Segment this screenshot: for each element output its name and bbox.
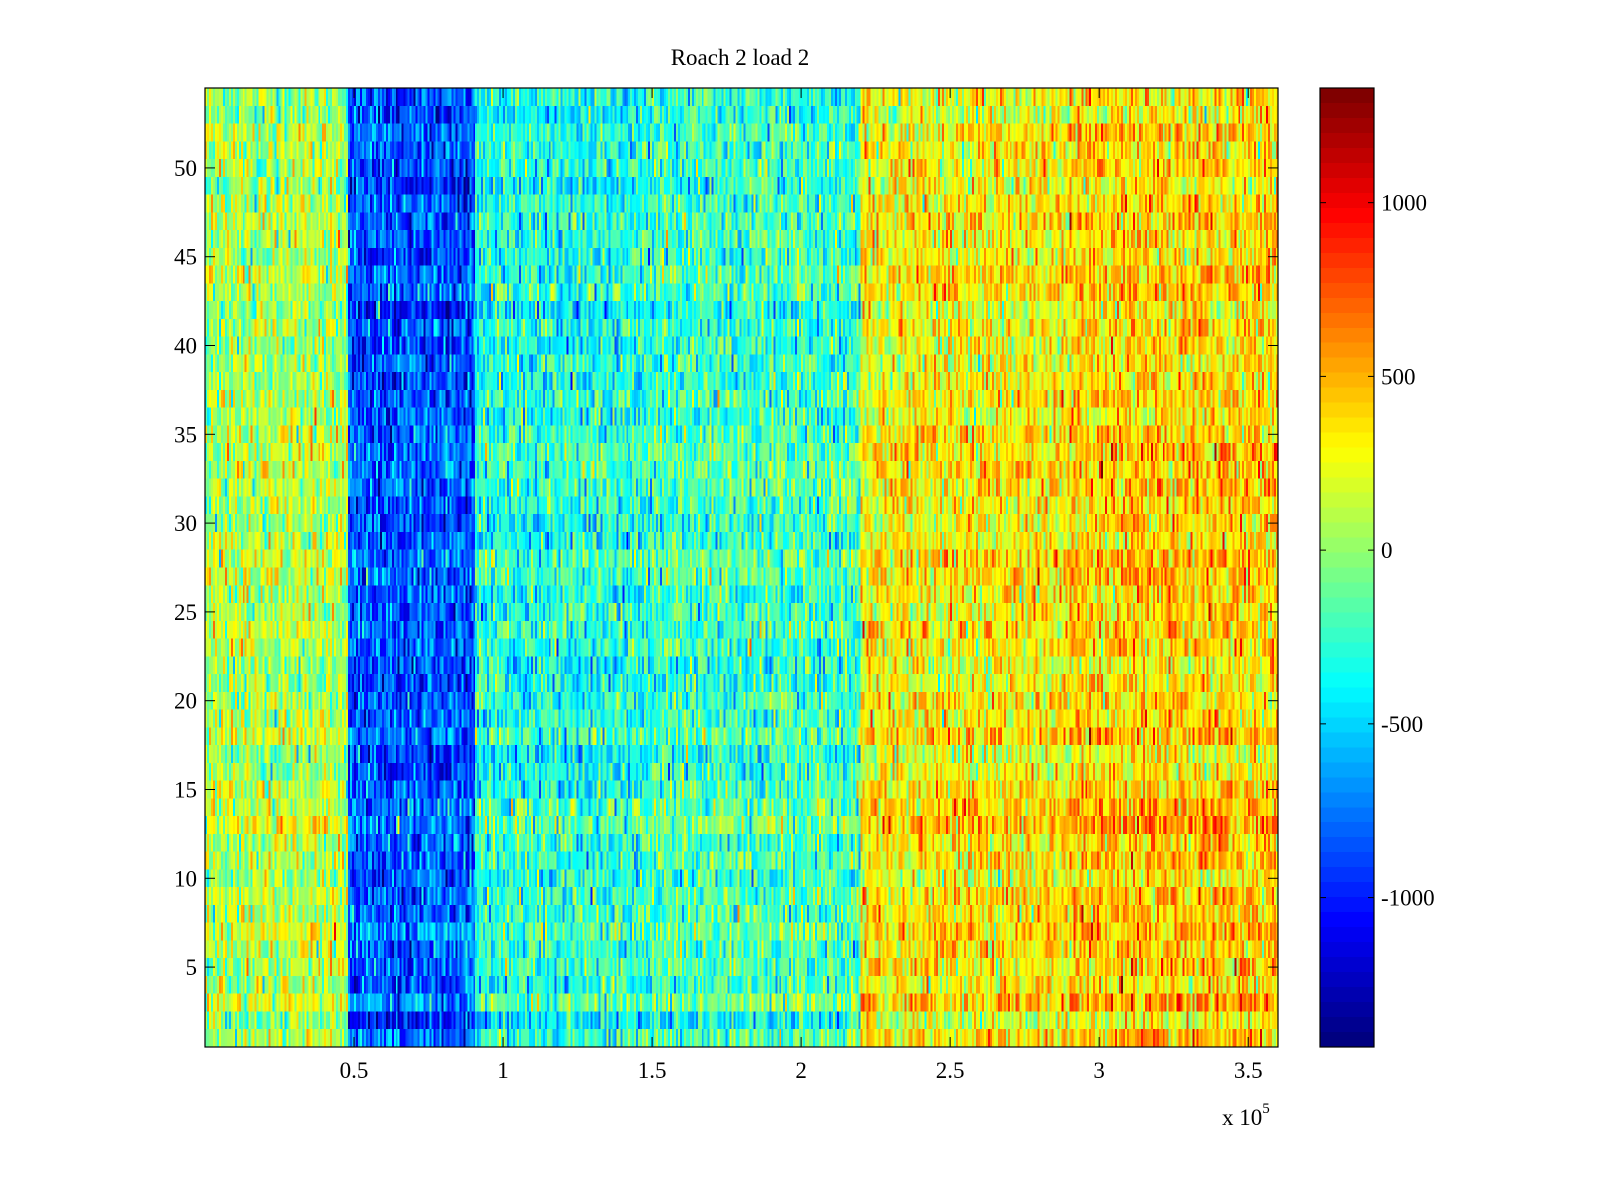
heatmap-image (205, 88, 1278, 1047)
chart-title: Roach 2 load 2 (671, 45, 810, 70)
y-tick-label: 50 (174, 156, 197, 181)
x-tick-label: 1 (497, 1058, 509, 1083)
y-tick-label: 30 (174, 511, 197, 536)
y-tick-label: 10 (174, 866, 197, 891)
colorbar-tick-label: 0 (1381, 538, 1393, 563)
colorbar-frame (1319, 87, 1375, 1048)
colorbar-axis: -1000 -500 0 500 1000 (1320, 191, 1435, 911)
colorbar (1320, 88, 1374, 1047)
y-tick-label: 40 (174, 334, 197, 359)
y-tick-label: 15 (174, 777, 197, 802)
y-axis: 5 10 15 20 25 30 35 40 45 50 (174, 156, 1278, 980)
x-tick-label: 2.5 (936, 1058, 965, 1083)
colorbar-tick-label: -1000 (1381, 886, 1435, 911)
x-axis: 0.5 1 1.5 2 2.5 3 3.5 (340, 88, 1263, 1083)
x-tick-label: 2 (795, 1058, 807, 1083)
plot-frame (204, 87, 1279, 1048)
colorbar-tick-label: -500 (1381, 712, 1423, 737)
colorbar-tick-label: 1000 (1381, 191, 1427, 216)
y-tick-label: 25 (174, 600, 197, 625)
y-tick-label: 20 (174, 689, 197, 714)
colorbar-tick-label: 500 (1381, 364, 1416, 389)
x-tick-label: 3.5 (1234, 1058, 1263, 1083)
x-tick-label: 1.5 (638, 1058, 667, 1083)
x-exponent-label: x 105 (1222, 1101, 1270, 1130)
y-tick-label: 5 (186, 955, 198, 980)
y-tick-label: 35 (174, 422, 197, 447)
x-tick-label: 0.5 (340, 1058, 369, 1083)
x-tick-label: 3 (1093, 1058, 1105, 1083)
y-tick-label: 45 (174, 245, 197, 270)
